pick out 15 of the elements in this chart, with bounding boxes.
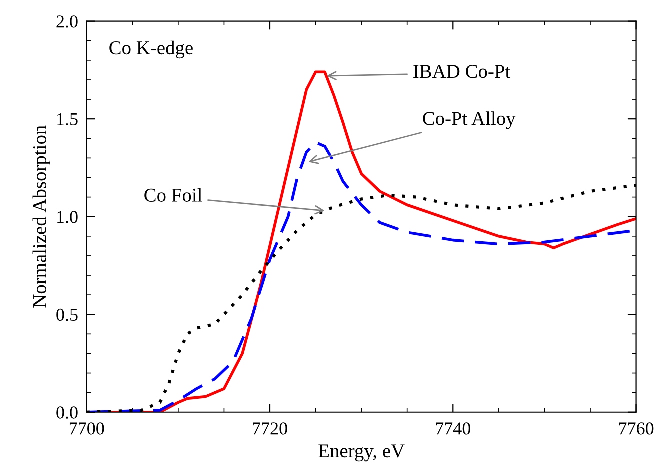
x-axis-title: Energy, eV [318, 444, 405, 462]
annotation: Co Foil [144, 188, 202, 202]
annotation: Co K-edge [110, 40, 193, 59]
x-tick-label: 7700 [70, 422, 104, 435]
x-tick-label: 7760 [619, 422, 654, 435]
y-tick-label: 0.5 [56, 308, 78, 322]
y-axis-title: Normalized Absorption [32, 126, 50, 308]
x-tick-label: 7740 [436, 422, 471, 435]
y-tick-label: 1.0 [58, 211, 78, 224]
annotation: Co-Pt Alloy [423, 112, 516, 130]
y-tick-label: 2.0 [56, 16, 78, 28]
x-tick-label: 7720 [253, 422, 288, 435]
y-tick-label: 0.0 [56, 406, 78, 419]
y-tick-label: 1.5 [58, 113, 78, 126]
annotation: IBAD Co-Pt [414, 65, 511, 78]
